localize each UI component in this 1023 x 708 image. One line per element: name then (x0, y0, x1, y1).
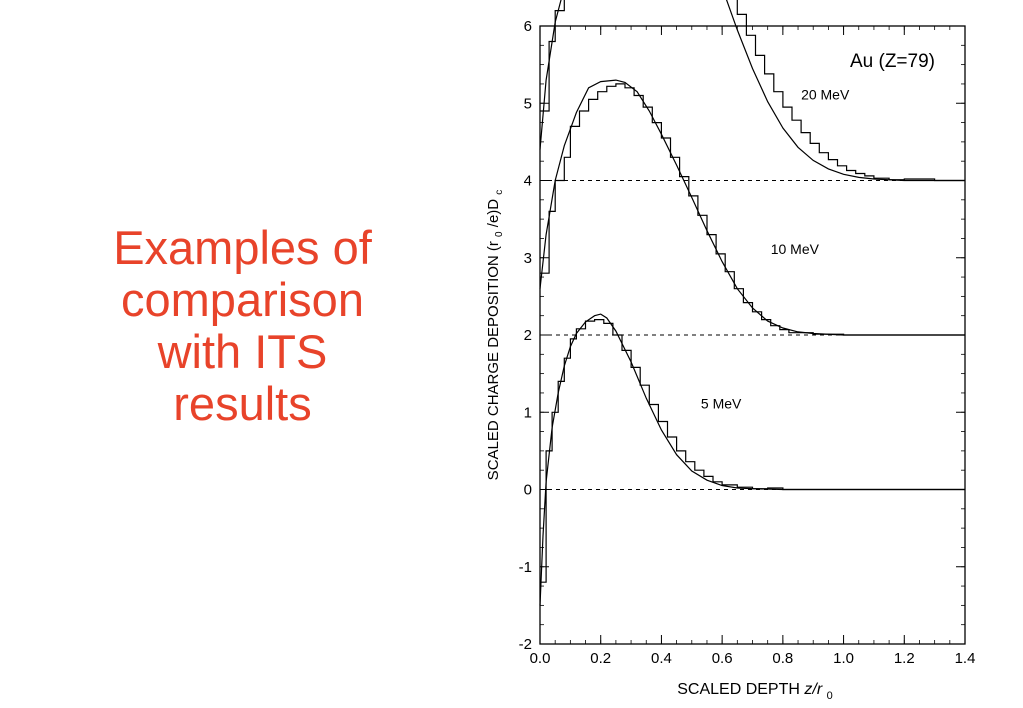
x-axis-label-sub: 0 (827, 690, 833, 702)
series-curve (539, 0, 965, 182)
x-axis-label: SCALED DEPTH z/r 0 (677, 681, 833, 702)
y-axis-label-sub1: 0 (494, 231, 505, 237)
x-tick-label: 0.8 (772, 650, 793, 667)
x-tick-label: 0.4 (651, 650, 672, 667)
y-axis-label: SCALED CHARGE DEPOSITION (r 0 /e)D c (485, 190, 506, 481)
y-tick-label: 6 (524, 18, 532, 35)
y-tick-label: 2 (524, 327, 532, 344)
slide-title-line: comparison (121, 273, 364, 326)
x-axis-label-var: z/r (803, 681, 822, 698)
slide-title: Examples of comparison with ITS results (60, 222, 425, 430)
series-histogram (540, 319, 965, 583)
plot-frame (539, 25, 966, 645)
slide-title-line: Examples of (113, 221, 372, 274)
chart-annotation: Au (Z=79) (850, 51, 935, 72)
y-axis-label-pre: SCALED CHARGE DEPOSITION (r (485, 241, 502, 480)
y-tick-label: -2 (519, 636, 532, 653)
x-tick-label: 1.0 (833, 650, 854, 667)
series-histogram (540, 0, 965, 182)
series-curve (539, 79, 965, 336)
y-tick-label: 5 (524, 95, 532, 112)
slide-title-line: results (173, 377, 312, 430)
y-axis-label-mid: /e)D (485, 199, 502, 228)
y-tick-label: 1 (524, 404, 532, 421)
y-tick-label: 4 (524, 173, 532, 190)
series-curve (539, 313, 965, 606)
x-tick-label: 1.4 (955, 650, 976, 667)
y-tick-label: 0 (524, 482, 532, 499)
x-tick-label: 0.6 (712, 650, 733, 667)
x-tick-label: 0.2 (590, 650, 611, 667)
series-label: 20 MeV (801, 86, 850, 102)
series-histogram (540, 83, 965, 336)
x-tick-label: 1.2 (894, 650, 915, 667)
series-label: 5 MeV (701, 395, 742, 411)
y-tick-label: 3 (524, 250, 532, 267)
x-tick-label: 0.0 (530, 650, 551, 667)
y-axis-label-sub2: c (494, 190, 505, 195)
slide-title-line: with ITS (157, 325, 328, 378)
x-axis-label-main: SCALED DEPTH (677, 681, 800, 698)
y-tick-label: -1 (519, 559, 532, 576)
series-label: 10 MeV (771, 241, 820, 257)
